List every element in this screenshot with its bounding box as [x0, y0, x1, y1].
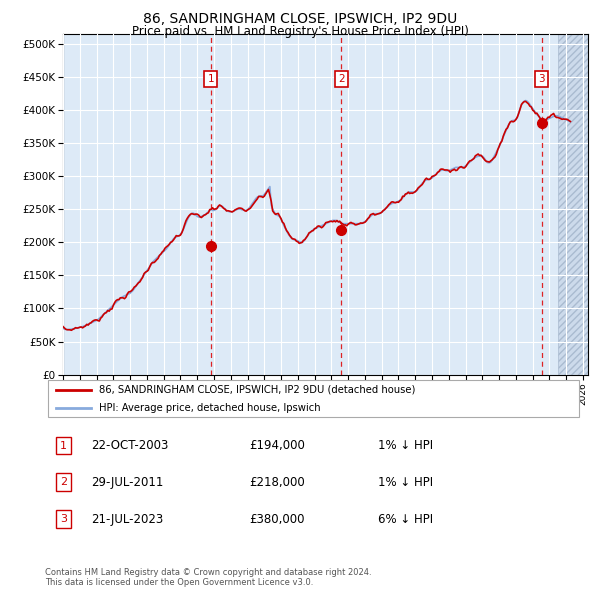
Text: Price paid vs. HM Land Registry's House Price Index (HPI): Price paid vs. HM Land Registry's House … — [131, 25, 469, 38]
Text: 6% ↓ HPI: 6% ↓ HPI — [378, 513, 433, 526]
Text: £194,000: £194,000 — [249, 439, 305, 452]
Text: 3: 3 — [539, 74, 545, 84]
Text: 86, SANDRINGHAM CLOSE, IPSWICH, IP2 9DU: 86, SANDRINGHAM CLOSE, IPSWICH, IP2 9DU — [143, 12, 457, 26]
Bar — [558, 34, 588, 375]
Text: 1% ↓ HPI: 1% ↓ HPI — [378, 439, 433, 452]
Text: £380,000: £380,000 — [249, 513, 305, 526]
Text: 3: 3 — [60, 514, 67, 524]
Text: £218,000: £218,000 — [249, 476, 305, 489]
Text: 21-JUL-2023: 21-JUL-2023 — [91, 513, 163, 526]
Text: 2: 2 — [338, 74, 344, 84]
Text: 22-OCT-2003: 22-OCT-2003 — [91, 439, 168, 452]
Text: Contains HM Land Registry data © Crown copyright and database right 2024.
This d: Contains HM Land Registry data © Crown c… — [45, 568, 371, 587]
Text: 1% ↓ HPI: 1% ↓ HPI — [378, 476, 433, 489]
Text: 29-JUL-2011: 29-JUL-2011 — [91, 476, 163, 489]
Text: 86, SANDRINGHAM CLOSE, IPSWICH, IP2 9DU (detached house): 86, SANDRINGHAM CLOSE, IPSWICH, IP2 9DU … — [98, 385, 415, 395]
Text: 1: 1 — [60, 441, 67, 451]
Text: HPI: Average price, detached house, Ipswich: HPI: Average price, detached house, Ipsw… — [98, 403, 320, 413]
Text: 2: 2 — [60, 477, 67, 487]
FancyBboxPatch shape — [47, 381, 580, 417]
Text: 1: 1 — [208, 74, 214, 84]
